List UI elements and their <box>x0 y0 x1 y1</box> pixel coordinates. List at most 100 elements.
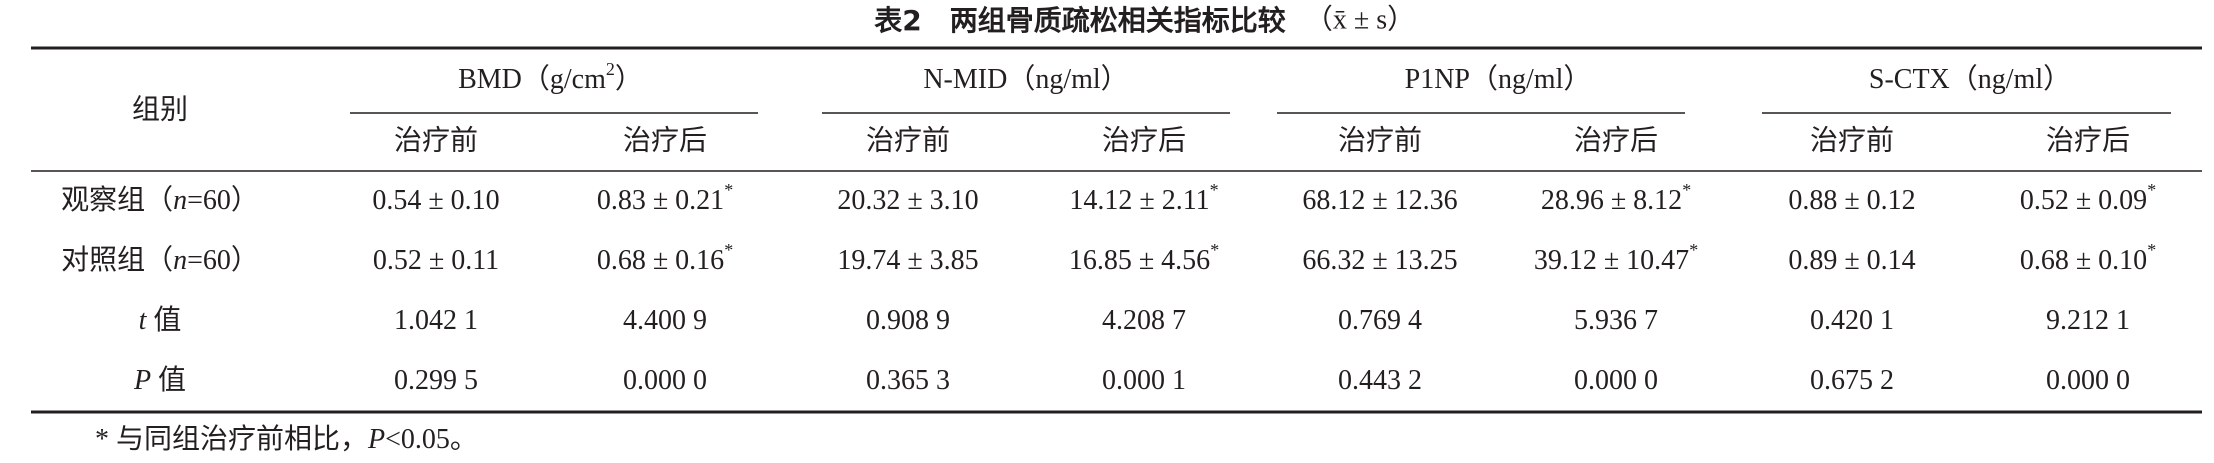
text-part: 39.12 ± 10.47 <box>1534 245 1689 276</box>
superscript: 2 <box>606 59 615 79</box>
title-stat: （x̄ ± s） <box>1305 3 1415 35</box>
cell-text: 68.12 ± 12.36 <box>1302 185 1457 216</box>
text-part: P1NP（ng/ml） <box>1405 63 1592 95</box>
text-part: 0.365 3 <box>866 365 950 396</box>
text-part: S-CTX（ng/ml） <box>1869 63 2071 95</box>
cell-text: 0.68 ± 0.10* <box>2020 240 2156 276</box>
text-part: 值 <box>146 304 181 336</box>
cell-text: 14.12 ± 2.11* <box>1069 180 1218 216</box>
text-part: 0.89 ± 0.14 <box>1788 245 1915 276</box>
cell-text: 16.85 ± 4.56* <box>1069 240 1219 276</box>
cell-text: BMD（g/cm2） <box>458 59 643 95</box>
text-part: 0.88 ± 0.12 <box>1788 185 1915 216</box>
cell-text: 4.208 7 <box>1102 305 1186 336</box>
sub-header: 治疗后 <box>1102 124 1186 156</box>
cell-text: 0.443 2 <box>1338 365 1422 396</box>
text-part: 4.208 7 <box>1102 305 1186 336</box>
text-part: =60） <box>187 184 259 216</box>
cell-text: 0.000 0 <box>2046 365 2130 396</box>
text-part: 0.299 5 <box>394 365 478 396</box>
superscript: * <box>724 240 733 260</box>
text-part: 68.12 ± 12.36 <box>1302 185 1457 216</box>
text-part: 0.769 4 <box>1338 305 1422 336</box>
sub-header: 治疗后 <box>623 124 707 156</box>
sub-header: 治疗前 <box>866 124 950 156</box>
cell-text: t 值 <box>139 304 182 336</box>
sub-header: 治疗后 <box>1574 124 1658 156</box>
cell-text: 39.12 ± 10.47* <box>1534 240 1698 276</box>
text-part: 0.83 ± 0.21 <box>597 185 724 216</box>
text-part: 0.000 0 <box>1574 365 1658 396</box>
cell-text: 0.365 3 <box>866 365 950 396</box>
cell-text: 1.042 1 <box>394 305 478 336</box>
sub-header: 治疗后 <box>2046 124 2130 156</box>
superscript: * <box>1682 180 1691 200</box>
corner-header: 组别 <box>132 93 188 125</box>
superscript: * <box>724 180 733 200</box>
cell-text: 0.89 ± 0.14 <box>1788 245 1915 276</box>
superscript: * <box>1210 180 1219 200</box>
cell-text: 0.52 ± 0.09* <box>2020 180 2156 216</box>
text-part: 0.675 2 <box>1810 365 1894 396</box>
cell-text: S-CTX（ng/ml） <box>1869 63 2071 95</box>
text-part: 0.54 ± 0.10 <box>372 185 499 216</box>
text-part: 0.000 0 <box>2046 365 2130 396</box>
sub-header: 治疗前 <box>1810 124 1894 156</box>
cell-text: 0.88 ± 0.12 <box>1788 185 1915 216</box>
text-part: * 与同组治疗前相比， <box>95 423 368 455</box>
text-part: 0.443 2 <box>1338 365 1422 396</box>
text-part: 0.000 0 <box>623 365 707 396</box>
superscript: * <box>1689 240 1698 260</box>
text-part: 0.52 ± 0.09 <box>2020 185 2147 216</box>
cell-text: 19.74 ± 3.85 <box>837 245 978 276</box>
text-part: 5.936 7 <box>1574 305 1658 336</box>
superscript: * <box>2147 180 2156 200</box>
cell-text: 0.000 0 <box>1574 365 1658 396</box>
text-part: 14.12 ± 2.11 <box>1069 185 1209 216</box>
text-part: 0.000 1 <box>1102 365 1186 396</box>
cell-text: 0.52 ± 0.11 <box>373 245 499 276</box>
cell-text: 0.000 0 <box>623 365 707 396</box>
text-part: 4.400 9 <box>623 305 707 336</box>
cell-text: 0.000 1 <box>1102 365 1186 396</box>
text-part: =60） <box>187 244 259 276</box>
cell-text: 0.769 4 <box>1338 305 1422 336</box>
text-part: 0.420 1 <box>1810 305 1894 336</box>
cell-text: N-MID（ng/ml） <box>923 63 1128 95</box>
cell-text: * 与同组治疗前相比，P<0.05。 <box>95 423 478 455</box>
italic-part: t <box>139 305 148 336</box>
text-part: 0.68 ± 0.16 <box>597 245 724 276</box>
cell-text: 观察组（n=60） <box>61 184 259 216</box>
cell-text: 0.54 ± 0.10 <box>372 185 499 216</box>
text-part: ） <box>615 63 643 95</box>
text-part: 9.212 1 <box>2046 305 2130 336</box>
cell-text: 0.420 1 <box>1810 305 1894 336</box>
text-part: 19.74 ± 3.85 <box>837 245 978 276</box>
text-part: BMD（g/cm <box>458 63 606 95</box>
italic-part: n <box>173 185 187 216</box>
text-part: 28.96 ± 8.12 <box>1541 185 1682 216</box>
text-part: 对照组（ <box>61 244 173 276</box>
text-part: 16.85 ± 4.56 <box>1069 245 1210 276</box>
text-part: 0.68 ± 0.10 <box>2020 245 2147 276</box>
cell-text: 5.936 7 <box>1574 305 1658 336</box>
cell-text: 0.68 ± 0.16* <box>597 240 733 276</box>
text-part: 1.042 1 <box>394 305 478 336</box>
cell-text: 28.96 ± 8.12* <box>1541 180 1691 216</box>
text-part: 0.52 ± 0.11 <box>373 245 499 276</box>
text-part: <0.05。 <box>385 424 478 455</box>
cell-text: 66.32 ± 13.25 <box>1302 245 1457 276</box>
cell-text: 对照组（n=60） <box>61 244 259 276</box>
text-part: 66.32 ± 13.25 <box>1302 245 1457 276</box>
italic-part: n <box>173 245 187 276</box>
cell-text: 0.908 9 <box>866 305 950 336</box>
italic-part: P <box>367 424 385 455</box>
text-part: 0.908 9 <box>866 305 950 336</box>
cell-text: 4.400 9 <box>623 305 707 336</box>
cell-text: P1NP（ng/ml） <box>1405 63 1592 95</box>
text-part: 20.32 ± 3.10 <box>837 185 978 216</box>
cell-text: 9.212 1 <box>2046 305 2130 336</box>
italic-part: P <box>133 365 151 396</box>
